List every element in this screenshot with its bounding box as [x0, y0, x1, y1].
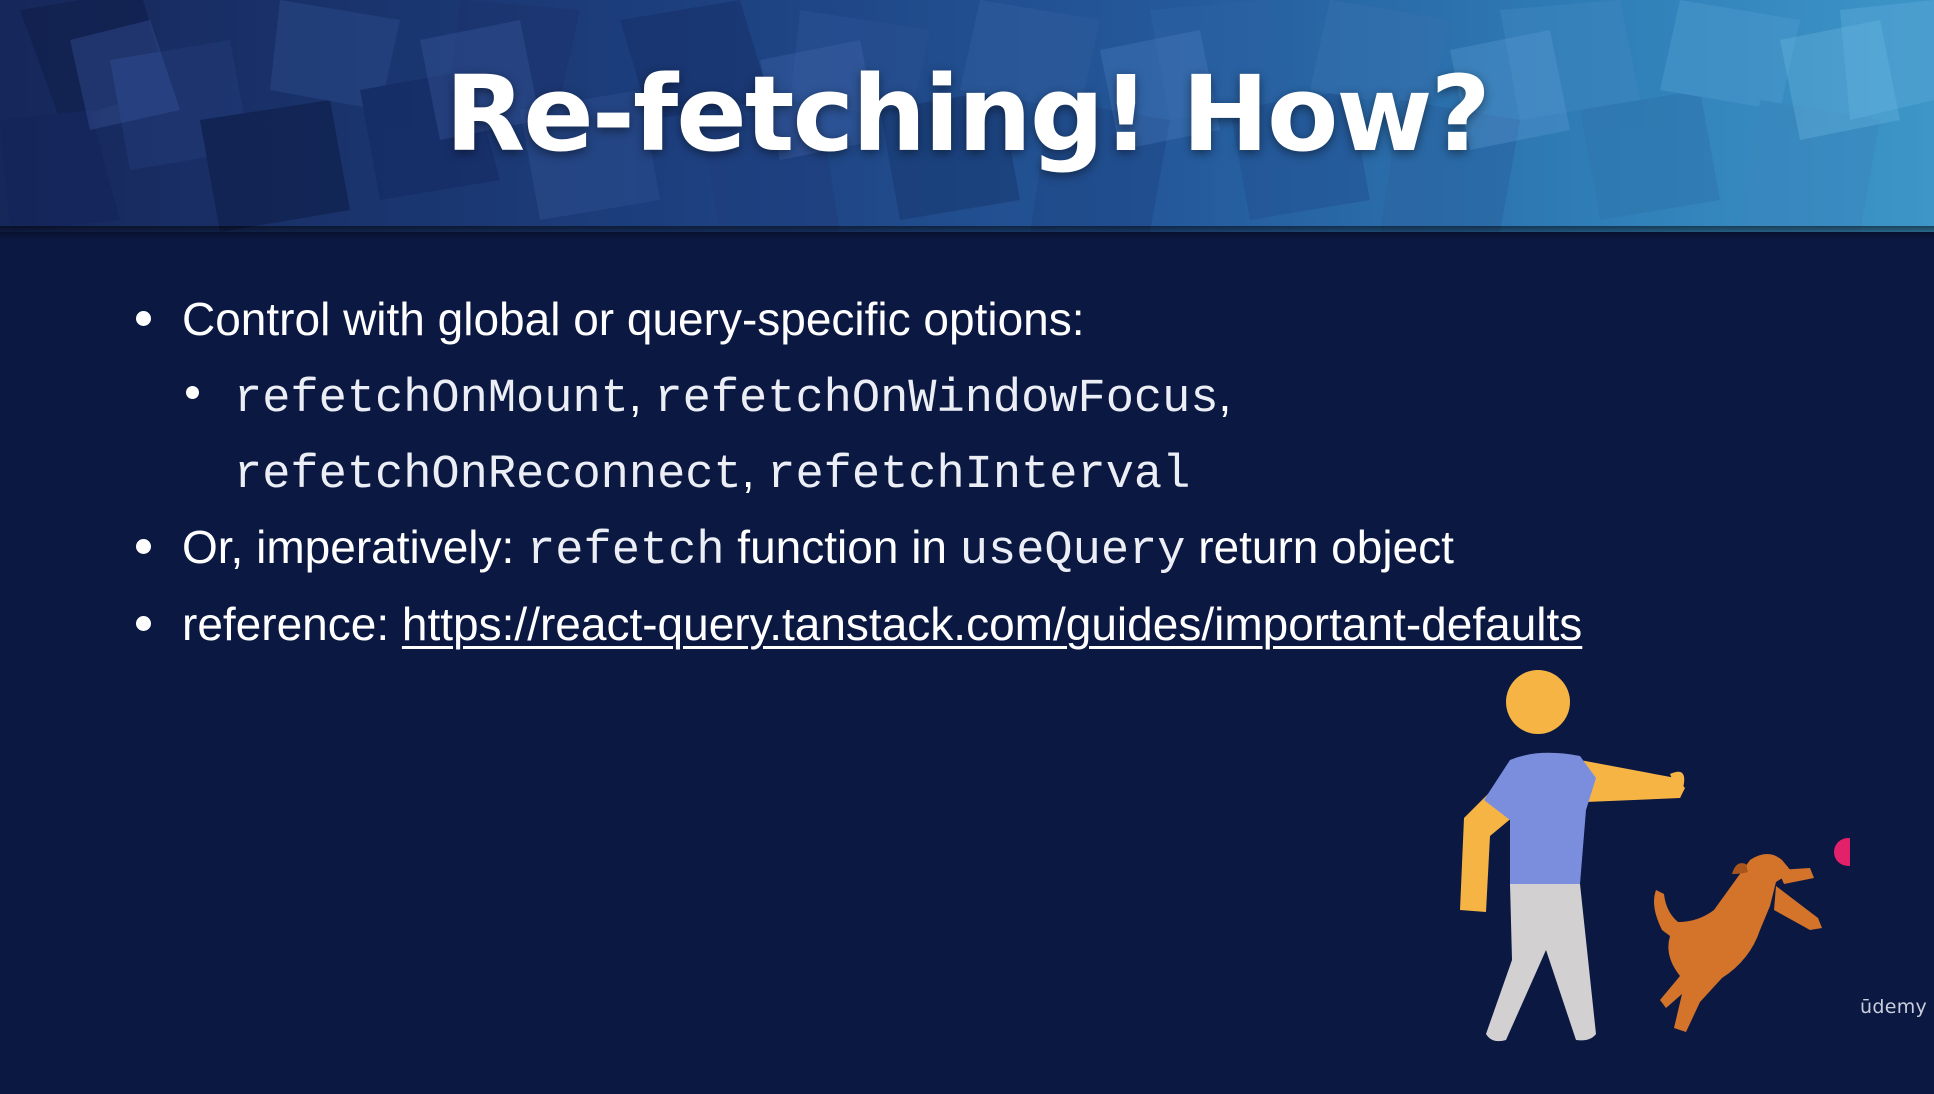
bullet-dot	[136, 616, 151, 631]
person-icon	[1460, 670, 1685, 1042]
bullet-text: Control with global or query-specific op…	[182, 293, 1085, 345]
code-refetch-on-window-focus: refetchOnWindowFocus	[654, 373, 1219, 426]
bullet-text-prefix: Or, imperatively:	[182, 521, 528, 573]
person-dog-illustration	[1460, 670, 1850, 1042]
bullet-text-middle: function in	[724, 521, 960, 573]
code-use-query: useQuery	[959, 525, 1186, 578]
code-refetch: refetch	[527, 525, 725, 578]
sub-bullet-option-list-continued: refetchOnReconnect, refetchInterval	[234, 448, 1190, 499]
ball-icon	[1834, 838, 1850, 866]
reference-label: reference:	[182, 598, 402, 650]
slide-title: Re-fetching! How?	[445, 53, 1491, 175]
sub-bullet-option-list: refetchOnMount, refetchOnWindowFocus,	[234, 372, 1231, 423]
separator: ,	[628, 369, 655, 421]
bullet-global-options: Control with global or query-specific op…	[182, 296, 1085, 342]
dog-icon	[1654, 854, 1822, 1032]
banner-shadow	[0, 226, 1934, 240]
banner-texture	[0, 0, 1934, 232]
separator: ,	[741, 445, 768, 497]
bullet-reference: reference: https://react-query.tanstack.…	[182, 601, 1582, 647]
title-banner: Re-fetching! How?	[0, 0, 1934, 232]
sub-bullet-dot	[186, 386, 199, 399]
code-refetch-on-mount: refetchOnMount	[234, 373, 629, 426]
code-refetch-interval: refetchInterval	[767, 449, 1191, 502]
bullet-text-suffix: return object	[1185, 521, 1454, 573]
bullet-dot	[136, 311, 151, 326]
bullet-imperative-refetch: Or, imperatively: refetch function in us…	[182, 524, 1454, 575]
separator: ,	[1218, 369, 1232, 421]
code-refetch-on-reconnect: refetchOnReconnect	[234, 449, 742, 502]
udemy-logo: ūdemy	[1860, 996, 1928, 1018]
reference-link[interactable]: https://react-query.tanstack.com/guides/…	[401, 598, 1583, 650]
bullet-dot	[136, 539, 151, 554]
